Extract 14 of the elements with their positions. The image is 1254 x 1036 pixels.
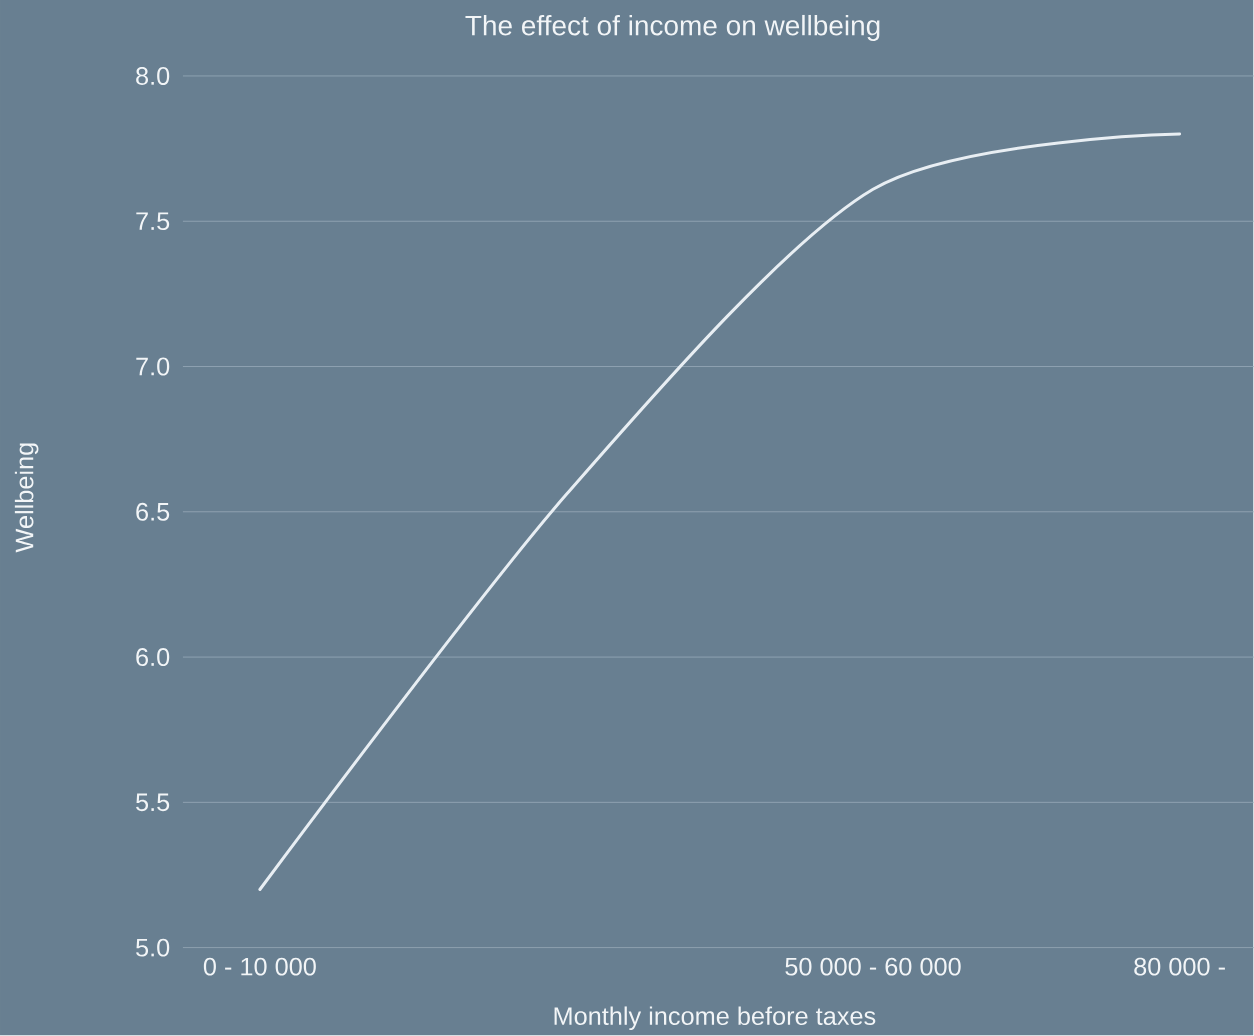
y-tick-label: 8.0 [136,67,170,86]
y-tick-label: 5.5 [136,793,170,812]
x-tick-label: 80 000 - [1134,957,1225,976]
x-tick-label: 50 000 - 60 000 [785,957,961,976]
x-axis-title: Monthly income before taxes [554,1006,876,1031]
y-axis-title: Wellbeing [14,443,39,553]
line-series [258,132,1182,892]
y-tick-label: 6.5 [136,503,170,521]
y-tick-label: 6.0 [136,648,170,667]
x-tick-label: 0 - 10 000 [203,957,316,976]
y-tick-label: 7.5 [136,212,170,231]
chart-title: The effect of income on wellbeing [465,15,880,42]
y-tick-label: 5.0 [136,938,170,957]
y-tick-label: 7.0 [136,357,170,376]
